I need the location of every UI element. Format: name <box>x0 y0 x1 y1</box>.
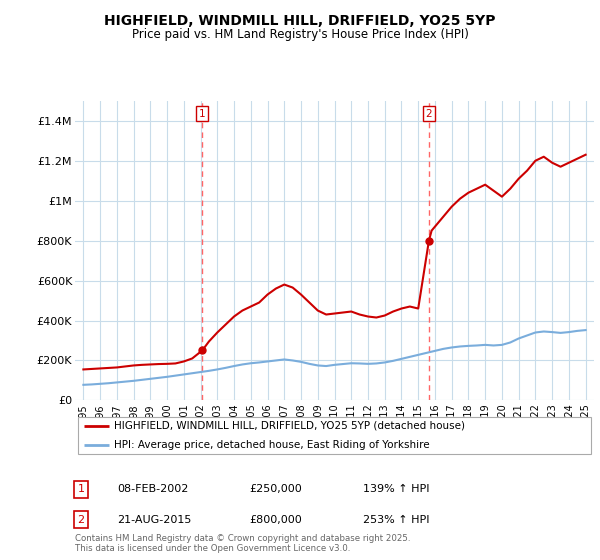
Text: 2: 2 <box>425 109 432 119</box>
Text: HIGHFIELD, WINDMILL HILL, DRIFFIELD, YO25 5YP (detached house): HIGHFIELD, WINDMILL HILL, DRIFFIELD, YO2… <box>114 421 465 431</box>
Text: 1: 1 <box>199 109 206 119</box>
Text: 253% ↑ HPI: 253% ↑ HPI <box>363 515 430 525</box>
FancyBboxPatch shape <box>77 417 592 454</box>
Text: Contains HM Land Registry data © Crown copyright and database right 2025.
This d: Contains HM Land Registry data © Crown c… <box>75 534 410 553</box>
Text: £250,000: £250,000 <box>249 484 302 494</box>
Text: Price paid vs. HM Land Registry's House Price Index (HPI): Price paid vs. HM Land Registry's House … <box>131 28 469 41</box>
Text: 1: 1 <box>77 484 85 494</box>
Text: HIGHFIELD, WINDMILL HILL, DRIFFIELD, YO25 5YP: HIGHFIELD, WINDMILL HILL, DRIFFIELD, YO2… <box>104 14 496 28</box>
Text: 08-FEB-2002: 08-FEB-2002 <box>117 484 188 494</box>
Text: £800,000: £800,000 <box>249 515 302 525</box>
Text: 21-AUG-2015: 21-AUG-2015 <box>117 515 191 525</box>
Text: HPI: Average price, detached house, East Riding of Yorkshire: HPI: Average price, detached house, East… <box>114 440 430 450</box>
Text: 139% ↑ HPI: 139% ↑ HPI <box>363 484 430 494</box>
Text: 2: 2 <box>77 515 85 525</box>
